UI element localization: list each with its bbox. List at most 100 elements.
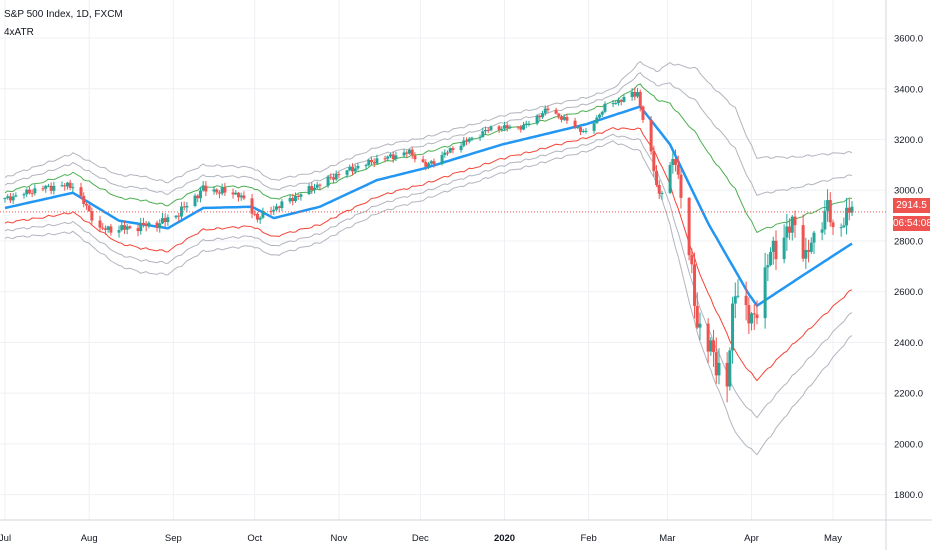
candle-down	[655, 165, 659, 187]
candle-down	[638, 89, 642, 112]
candle-down	[369, 157, 373, 166]
candle-down	[128, 225, 132, 230]
candle-up	[356, 162, 360, 171]
candle-body	[318, 184, 322, 186]
candle-body	[448, 148, 452, 153]
candle-down	[706, 318, 710, 364]
candle-body	[603, 103, 607, 112]
candle-body	[801, 225, 805, 259]
candle-body	[120, 225, 124, 231]
candle-down	[497, 125, 501, 134]
candle-up	[22, 192, 26, 199]
candle-up	[440, 151, 444, 166]
candle-body	[657, 184, 661, 194]
candle-body	[655, 171, 659, 185]
candle-body	[231, 192, 235, 195]
candle-body	[201, 185, 205, 191]
candle-body	[269, 210, 273, 212]
y-tick-label: 2600.0	[894, 287, 923, 298]
candle-down	[204, 181, 208, 197]
candle-up	[299, 193, 303, 201]
candle-up	[543, 105, 547, 116]
candle-up	[522, 121, 526, 131]
candle-body	[421, 159, 425, 162]
candle-body	[698, 323, 702, 328]
candle-down	[372, 158, 376, 168]
candle-up	[11, 192, 15, 204]
candle-down	[744, 281, 748, 321]
y-tick-label: 3200.0	[894, 135, 923, 146]
candle-down	[679, 168, 683, 209]
candle-body	[204, 185, 208, 192]
candle-body	[141, 222, 145, 225]
chart-title[interactable]: S&P 500 Index, 1D, FXCM	[4, 9, 123, 20]
candle-body	[557, 113, 561, 117]
candle-body	[274, 206, 278, 210]
candle-up	[166, 214, 170, 227]
candle-body	[676, 164, 680, 175]
candle-up	[429, 159, 433, 166]
candle-body	[193, 195, 197, 206]
candle-body	[90, 211, 94, 221]
indicator-label[interactable]: 4xATR	[4, 27, 34, 38]
candle-body	[543, 108, 547, 114]
candle-down	[30, 189, 34, 198]
candle-body	[394, 155, 398, 160]
candle-body	[155, 222, 159, 228]
candle-down	[90, 207, 94, 225]
candle-up	[52, 181, 56, 195]
candle-body	[30, 193, 34, 195]
candle-body	[750, 313, 754, 324]
candle-up	[44, 184, 48, 193]
candle-body	[598, 114, 602, 118]
x-tick-label: Dec	[412, 533, 429, 544]
candle-body	[68, 182, 72, 188]
x-tick-label: Feb	[580, 533, 596, 544]
candle-body	[459, 145, 463, 151]
candle-body	[576, 127, 580, 129]
candle-body	[573, 120, 577, 128]
candle-body	[717, 362, 721, 376]
candle-body	[744, 295, 748, 306]
candle-down	[410, 147, 414, 159]
candle-up	[524, 120, 528, 129]
candle-down	[277, 205, 281, 213]
candle-body	[785, 226, 789, 238]
candle-down	[79, 182, 83, 198]
candle-up	[467, 137, 471, 144]
candle-up	[584, 127, 588, 134]
candle-body	[712, 340, 716, 353]
candle-body	[212, 189, 216, 192]
candle-body	[790, 216, 794, 233]
candle-up	[198, 187, 202, 203]
candle-body	[177, 215, 181, 217]
candle-down	[641, 105, 645, 123]
candle-down	[446, 150, 450, 156]
candle-body	[312, 187, 316, 191]
candle-body	[731, 303, 735, 351]
candle-body	[617, 99, 621, 104]
candle-body	[546, 108, 550, 111]
candle-body	[828, 200, 832, 223]
candle-down	[774, 230, 778, 271]
candle-down	[109, 223, 113, 236]
candle-down	[63, 182, 67, 191]
candle-body	[769, 251, 773, 266]
candle-up	[478, 134, 482, 141]
candle-body	[174, 215, 178, 218]
candle-body	[367, 159, 371, 166]
y-tick-label: 2200.0	[894, 389, 923, 400]
candlesticks[interactable]	[3, 87, 854, 403]
candle-body	[679, 174, 683, 198]
candle-down	[49, 182, 53, 195]
candle-up	[782, 224, 786, 264]
candle-up	[443, 149, 447, 158]
candle-up	[388, 152, 392, 159]
candle-down	[236, 192, 240, 202]
candle-body	[489, 126, 493, 131]
candle-up	[33, 184, 37, 196]
candle-up	[14, 192, 18, 198]
candle-up	[541, 110, 545, 119]
candle-body	[315, 184, 319, 188]
